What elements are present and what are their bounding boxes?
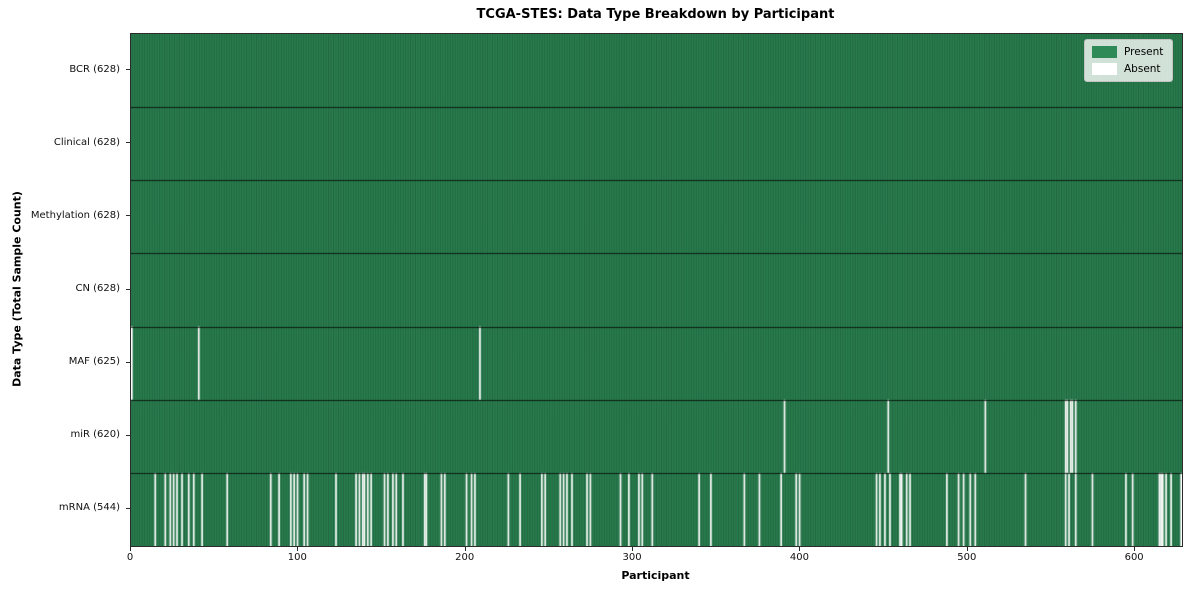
y-tick-label: Clinical (628) (53, 136, 120, 148)
y-tick-mark (126, 142, 130, 144)
legend-entry-present: Present (1092, 46, 1163, 58)
y-tick-label: mRNA (544) (58, 502, 120, 514)
x-axis-label: Participant (621, 569, 690, 582)
x-tick-mark (1134, 547, 1136, 551)
absent-swatch-icon (1092, 63, 1117, 75)
present-swatch-icon (1092, 46, 1117, 58)
y-tick-label: CN (628) (75, 283, 120, 294)
y-tick-label: BCR (628) (69, 63, 120, 75)
y-tick-mark (126, 434, 130, 436)
y-tick-label: miR (620) (70, 429, 120, 441)
legend-label-absent: Absent (1124, 63, 1161, 75)
x-tick-label: 0 (126, 552, 134, 563)
x-tick-label: 100 (287, 552, 307, 563)
legend-entry-absent: Absent (1092, 63, 1163, 75)
y-tick-label: Methylation (628) (30, 209, 120, 221)
x-tick-mark (966, 547, 968, 551)
heatmap-canvas (131, 34, 1182, 546)
legend-label-present: Present (1124, 46, 1164, 58)
y-tick-mark (126, 507, 130, 509)
y-tick-mark (126, 361, 130, 363)
x-tick-label: 300 (622, 552, 642, 563)
x-tick-label: 500 (957, 552, 977, 563)
x-tick-mark (464, 547, 466, 551)
legend: Present Absent (1084, 39, 1174, 82)
plot-area (130, 33, 1183, 547)
x-tick-label: 200 (455, 552, 475, 563)
y-tick-label: MAF (625) (68, 356, 120, 368)
x-tick-label: 400 (789, 552, 809, 563)
x-tick-mark (130, 547, 131, 551)
x-tick-mark (632, 547, 634, 551)
y-tick-mark (126, 215, 130, 217)
chart-title: TCGA-STES: Data Type Breakdown by Partic… (476, 7, 835, 22)
x-tick-mark (297, 547, 299, 551)
x-tick-mark (799, 547, 801, 551)
y-tick-mark (126, 69, 130, 71)
x-tick-label: 600 (1124, 552, 1144, 563)
y-tick-mark (126, 288, 130, 290)
